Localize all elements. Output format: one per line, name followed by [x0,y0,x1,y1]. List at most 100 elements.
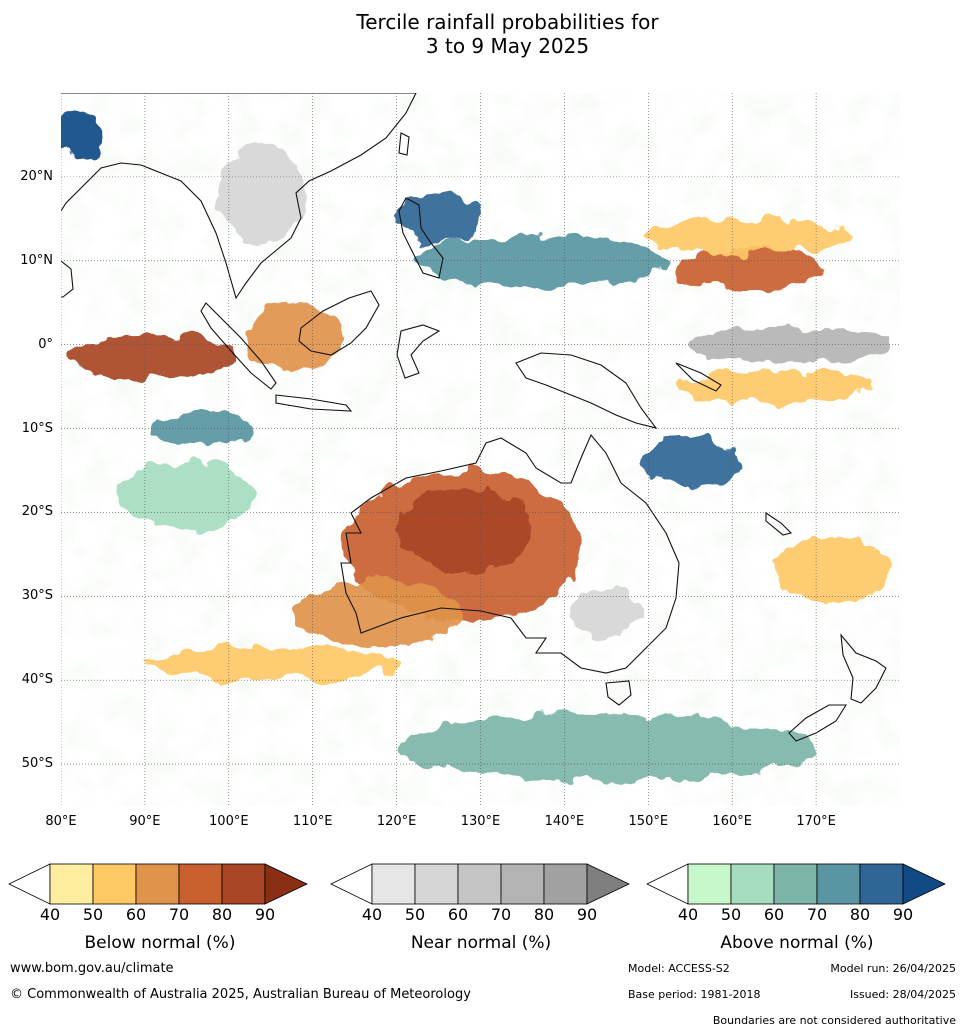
probability-region-below-9 [144,646,397,681]
copyright-notice: © Commonwealth of Australia 2025, Austra… [10,987,471,1002]
colorbar-segment [221,863,266,905]
legend-title-near-normal: Near normal (%) [410,933,552,953]
longitude-label: 130°E [460,814,501,829]
colorbar-segment [135,863,180,905]
colorbar-low-extension [646,863,689,905]
sulawesi-coastline [396,324,441,379]
colorbar-tick-label: 90 [892,905,914,924]
solomon-islands-coastline [675,362,722,392]
colorbar-segment [816,863,861,905]
colorbar-segment [543,863,588,905]
colorbar-above-normal [646,863,946,905]
legend-title-above-normal: Above normal (%) [720,933,874,953]
new-guinea-coastline [515,352,658,429]
colorbar-tick-label: 90 [254,905,276,924]
colorbar-tick-label: 50 [82,905,104,924]
longitude-label: 120°E [376,814,417,829]
probability-region-near-12 [572,587,640,639]
colorbar-segment [371,863,416,905]
colorbar-segment [414,863,459,905]
colorbar-near-normal [330,863,630,905]
colorbar-tick-label: 70 [168,905,190,924]
latitude-label: 40°S [21,672,53,688]
issued-date: Issued: 28/04/2025 [849,988,956,1001]
colorbar-segment [859,863,904,905]
probability-region-below-3 [396,487,531,572]
asia-mainland-coastline [61,93,417,300]
new-caledonia-coastline [765,511,793,536]
colorbar-tick-label: 40 [677,905,699,924]
colorbar-tick-label: 50 [720,905,742,924]
model-name: Model: ACCESS-S2 [628,962,730,975]
colorbar-tick-label: 80 [211,905,233,924]
probability-region-above-19 [61,109,103,161]
longitude-label: 160°E [712,814,752,829]
colorbar-tick-label: 50 [404,905,426,924]
website-link[interactable]: www.bom.gov.au/climate [10,961,174,976]
probability-region-below-0 [69,336,238,379]
colorbar-high-extension [902,863,946,905]
sumatra-coastline [200,302,277,390]
borneo-coastline [298,290,380,356]
sri-lanka-coastline [61,260,74,298]
java-coastline [275,394,353,412]
probability-region-below-1 [245,302,347,370]
longitude-label: 140°E [544,814,585,829]
probability-region-below-6 [639,218,859,253]
colorbar-segment [178,863,223,905]
rainfall-probability-map [61,93,900,806]
latitude-label: 20°S [21,504,53,520]
probability-region-near-11 [220,143,305,244]
probability-region-above-14 [396,193,481,244]
colorbar-segment [500,863,545,905]
base-period: Base period: 1981-2018 [628,988,761,1001]
model-run-date: Model run: 26/04/2025 [830,962,956,975]
colorbar-tick-label: 40 [361,905,383,924]
colorbar-tick-label: 60 [763,905,785,924]
probability-region-below-8 [774,537,892,605]
probability-region-above-13 [413,235,666,286]
longitude-label: 150°E [628,814,669,829]
probability-region-above-15 [639,436,741,488]
colorbar-high-extension [264,863,308,905]
colorbar-segment [730,863,775,905]
colorbar-tick-label: 60 [125,905,147,924]
latitude-label: 0° [38,336,53,352]
colorbar-tick-label: 40 [39,905,61,924]
colorbar-tick-label: 80 [533,905,555,924]
longitude-label: 100°E [209,814,249,829]
probability-region-below-7 [681,369,867,404]
tasmania-coastline [605,680,632,706]
colorbar-segment [687,863,732,905]
boundaries-disclaimer: Boundaries are not considered authoritat… [712,1014,956,1027]
colorbar-low-extension [330,863,373,905]
latitude-label: 30°S [21,588,53,604]
latitude-label: 20°N [20,168,53,184]
longitude-label: 90°E [129,814,161,829]
colorbar-below-normal [8,863,308,905]
australia-coastline [340,433,680,674]
colorbar-segment [92,863,137,905]
new-zealand-south-coastline [788,704,847,742]
colorbar-segment [773,863,818,905]
taiwan-coastline [398,132,410,156]
colorbar-high-extension [586,863,630,905]
colorbar-tick-label: 80 [849,905,871,924]
legend-title-below-normal: Below normal (%) [84,933,236,953]
new-zealand-north-coastline [840,633,887,704]
probability-region-below-5 [673,248,825,291]
colorbar-tick-label: 70 [490,905,512,924]
title-line-1: Tercile rainfall probabilities for [356,10,659,34]
colorbar-tick-label: 90 [576,905,598,924]
colorbar-segment [49,863,94,905]
colorbar-low-extension [8,863,51,905]
latitude-label: 10°S [21,420,53,436]
colorbar-segment [457,863,502,905]
probability-region-below-4 [295,579,464,647]
philippines-coastline [398,197,444,279]
map-title: Tercile rainfall probabilities for 3 to … [0,10,965,58]
title-line-2: 3 to 9 May 2025 [425,34,590,58]
probability-region-above-17 [396,713,817,781]
longitude-label: 110°E [292,814,333,829]
map-canvas [61,93,900,806]
